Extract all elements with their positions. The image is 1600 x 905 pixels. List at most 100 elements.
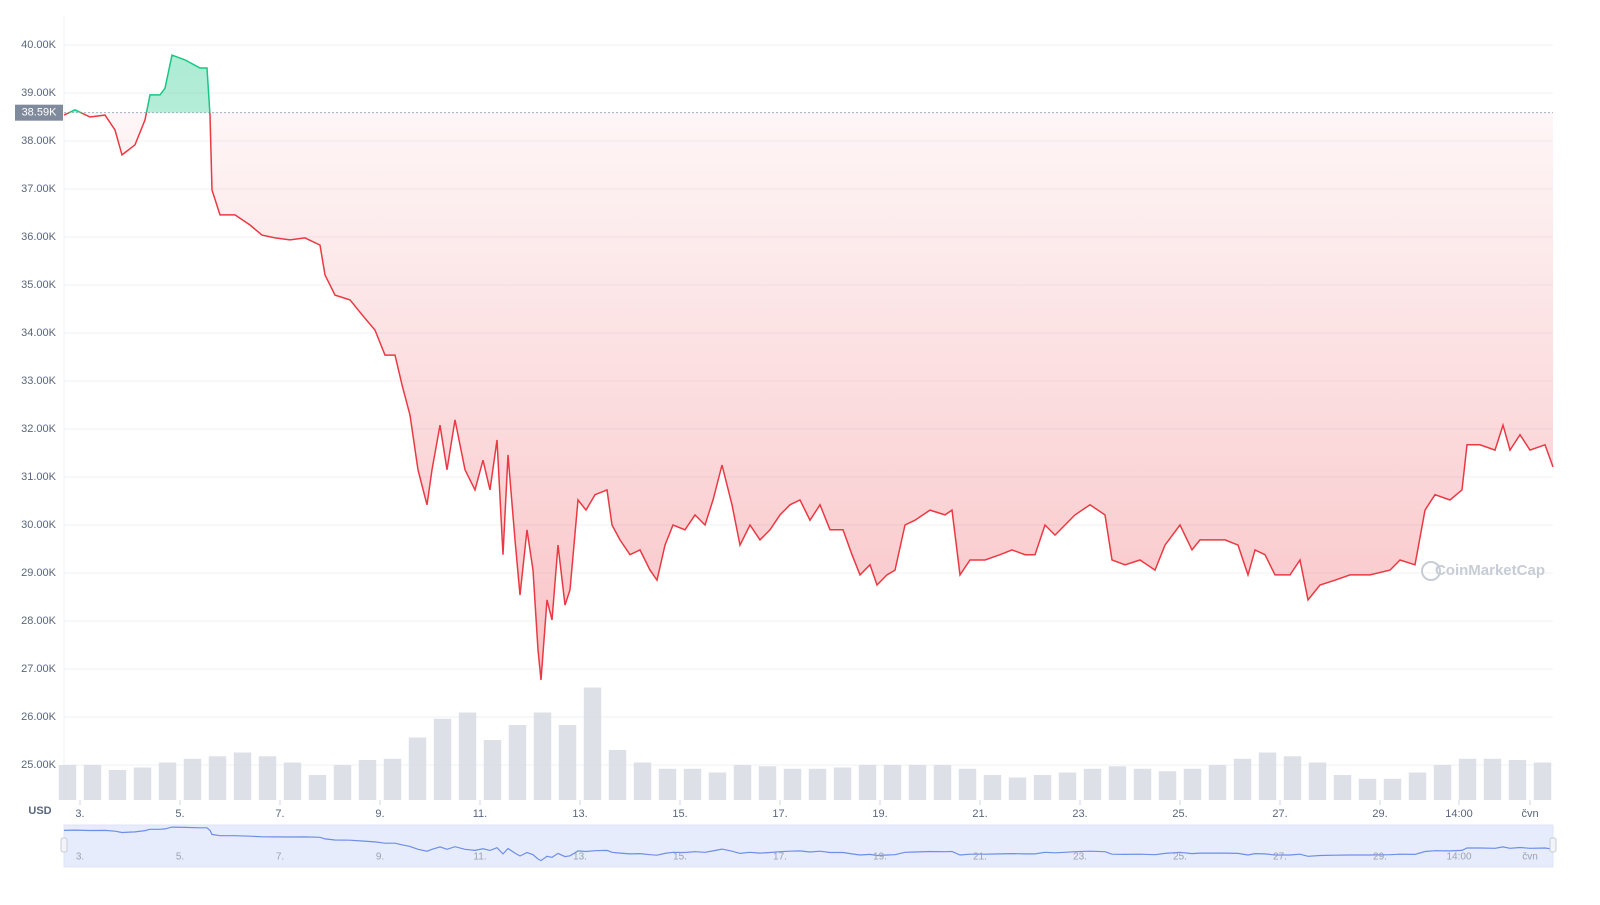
volume-bar [383,758,402,800]
volume-bar [783,768,802,800]
price-line-down [63,112,1554,681]
volume-bar [1308,762,1327,800]
navigator-tick-label: 9. [376,852,384,863]
y-tick-label: 33.00K [21,375,57,387]
x-tick-label: 7. [275,808,284,820]
x-tick-label: 21. [972,808,987,820]
reference-label: 38.59K [22,107,58,119]
volume-bar [483,740,502,800]
volume-bar [533,712,552,800]
volume-bar [708,772,727,800]
volume-bar [733,765,752,800]
navigator-tick-label: čvn [1522,852,1538,863]
x-tick-label: 27. [1272,808,1287,820]
navigator-tick-label: 29. [1373,852,1387,863]
reference-badge [15,104,63,121]
volume-bar [683,768,702,800]
x-tick-label: 15. [672,808,687,820]
y-tick-label: 28.00K [21,615,57,627]
navigator-tick-label: 25. [1173,852,1187,863]
volume-bar [58,765,77,800]
volume-bar [1233,758,1252,800]
volume-bar [1283,756,1302,800]
navigator-tick-label: 13. [573,852,587,863]
volume-bar [333,765,352,800]
volume-bar [1333,775,1352,800]
y-tick-label: 39.00K [21,87,57,99]
navigator-line [63,826,1554,862]
volume-bar [833,767,852,800]
volume-bar [258,756,277,800]
x-tick-label: 17. [772,808,787,820]
volume-bar [1433,765,1452,800]
navigator-tick-label: 5. [176,852,184,863]
volume-bar [183,758,202,800]
y-tick-label: 26.00K [21,711,57,723]
y-axis-label: USD [28,805,51,817]
navigator-tick-label: 17. [773,852,787,863]
volume-bar [883,765,902,800]
navigator-tick-label: 15. [673,852,687,863]
x-tick-label: 23. [1072,808,1087,820]
y-tick-label: 38.00K [21,135,57,147]
volume-bar [158,762,177,800]
navigator [63,824,1554,868]
volume-bar [1183,768,1202,800]
volume-bar [1058,772,1077,800]
navigator-tick-label: 14:00 [1446,852,1471,863]
volume-bar [283,762,302,800]
navigator-tick-label: 19. [873,852,887,863]
volume-bar [408,737,427,800]
x-tick-label: 25. [1172,808,1187,820]
navigator-tick-label: 11. [473,852,486,863]
volume-bar [1408,772,1427,800]
volume-bar [758,766,777,800]
y-tick-label: 31.00K [21,471,57,483]
volume-bar [1258,752,1277,800]
volume-bar [358,760,377,800]
x-tick-label: 13. [572,808,587,820]
volume-bar [1133,768,1152,800]
volume-bar [233,752,252,800]
volume-bar [1208,765,1227,800]
navigator-tick-label: 23. [1073,852,1087,863]
volume-bar [108,770,127,800]
volume-bar [1508,760,1527,800]
volume-bar [1533,762,1552,800]
volume-bar [458,712,477,800]
y-tick-label: 37.00K [21,183,57,195]
volume-bar [1008,777,1027,800]
volume-bar [558,725,577,800]
volume-bar [983,775,1002,800]
watermark: CoinMarketCap [1435,562,1545,579]
volume-bar [1358,778,1377,800]
x-tick-label: 14:00 [1445,808,1473,820]
volume-bar [1483,758,1502,800]
x-tick-label: čvn [1521,808,1538,820]
y-tick-label: 36.00K [21,231,57,243]
volume-bar [1458,758,1477,800]
navigator-handle[interactable] [1549,837,1557,853]
navigator-tick-label: 3. [76,852,84,863]
y-tick-label: 30.00K [21,519,57,531]
x-tick-label: 19. [872,808,887,820]
navigator-tick-label: 21. [973,852,987,863]
volume-bar [908,765,927,800]
y-tick-label: 29.00K [21,567,57,579]
volume-bar [808,768,827,800]
x-tick-label: 29. [1372,808,1387,820]
navigator-tick-label: 27. [1273,852,1287,863]
area-down [64,112,1553,680]
watermark-logo [1421,561,1441,581]
navigator-handle[interactable] [60,837,68,853]
volume-bar [1033,775,1052,800]
y-tick-label: 34.00K [21,327,57,339]
volume-bar [1083,768,1102,800]
volume-bar [608,750,627,800]
y-tick-label: 32.00K [21,423,57,435]
volume-bar [583,687,602,800]
x-tick-label: 3. [75,808,84,820]
y-tick-label: 35.00K [21,279,57,291]
volume-bar [658,768,677,800]
volume-bar [958,768,977,800]
